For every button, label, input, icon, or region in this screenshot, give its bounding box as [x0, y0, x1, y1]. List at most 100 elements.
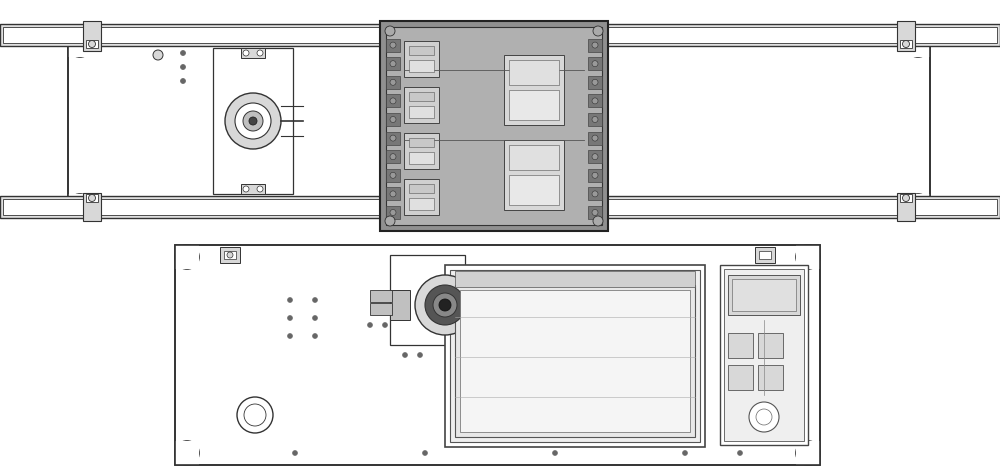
Bar	[386, 131, 400, 145]
Circle shape	[906, 194, 930, 218]
Circle shape	[552, 450, 558, 455]
Bar	[409, 106, 434, 118]
Circle shape	[385, 216, 395, 226]
Bar	[897, 193, 915, 221]
Bar	[220, 247, 240, 263]
Bar	[386, 76, 400, 89]
Bar	[68, 33, 92, 57]
Circle shape	[153, 50, 163, 60]
Circle shape	[237, 397, 273, 433]
Bar	[409, 46, 434, 55]
Circle shape	[906, 33, 930, 57]
Bar	[588, 131, 602, 145]
Circle shape	[738, 450, 742, 455]
Circle shape	[227, 252, 233, 258]
Circle shape	[288, 333, 292, 339]
Bar	[588, 95, 602, 107]
Bar	[386, 95, 400, 107]
Circle shape	[68, 33, 92, 57]
Bar	[3, 27, 997, 43]
Circle shape	[257, 186, 263, 192]
Bar	[380, 21, 608, 231]
Circle shape	[230, 64, 236, 70]
Bar	[0, 24, 1000, 46]
Circle shape	[592, 154, 598, 160]
Bar	[175, 245, 820, 465]
Circle shape	[88, 41, 96, 47]
Circle shape	[592, 98, 598, 104]
Bar	[404, 41, 439, 77]
Circle shape	[390, 61, 396, 67]
Bar	[720, 265, 808, 445]
Bar	[386, 187, 400, 201]
Circle shape	[796, 245, 820, 269]
Bar	[728, 333, 753, 358]
Circle shape	[288, 315, 292, 321]
Bar	[386, 150, 400, 163]
Bar	[404, 133, 439, 169]
Bar	[728, 275, 800, 315]
Bar	[900, 194, 912, 202]
Bar	[755, 247, 775, 263]
Circle shape	[180, 64, 186, 70]
Bar	[386, 27, 602, 225]
Bar	[409, 138, 434, 147]
Bar	[796, 441, 820, 465]
Bar	[175, 245, 199, 269]
Bar	[390, 290, 410, 320]
Bar	[386, 169, 400, 182]
Circle shape	[592, 210, 598, 216]
Circle shape	[230, 79, 236, 84]
Circle shape	[749, 402, 779, 432]
Bar	[758, 333, 783, 358]
Bar	[450, 270, 700, 442]
Bar	[404, 179, 439, 215]
Bar	[224, 251, 236, 259]
Circle shape	[235, 103, 271, 139]
Bar	[68, 33, 930, 218]
Bar	[86, 40, 98, 48]
Bar	[409, 92, 434, 101]
Bar	[386, 113, 400, 126]
Bar	[900, 40, 912, 48]
Bar	[370, 290, 392, 302]
Circle shape	[312, 333, 318, 339]
Circle shape	[249, 117, 257, 125]
Bar	[390, 255, 465, 345]
Bar	[758, 365, 783, 390]
Bar	[175, 441, 199, 465]
Circle shape	[425, 285, 465, 325]
Circle shape	[180, 51, 186, 55]
Circle shape	[390, 98, 396, 104]
Circle shape	[390, 210, 396, 216]
Bar	[68, 33, 930, 218]
Bar	[906, 33, 930, 57]
Bar	[509, 175, 559, 205]
Circle shape	[418, 352, 422, 358]
Circle shape	[796, 441, 820, 465]
Circle shape	[592, 172, 598, 178]
Circle shape	[385, 26, 395, 36]
Bar	[213, 48, 293, 194]
Bar	[241, 48, 265, 58]
Bar	[732, 279, 796, 311]
Bar	[588, 150, 602, 163]
Bar	[86, 194, 98, 202]
Circle shape	[243, 186, 249, 192]
Bar	[455, 285, 695, 437]
Bar	[386, 39, 400, 52]
Circle shape	[390, 191, 396, 197]
Circle shape	[593, 216, 603, 226]
Bar	[370, 303, 392, 315]
Circle shape	[592, 135, 598, 141]
Bar	[386, 57, 400, 70]
Bar	[409, 152, 434, 164]
Circle shape	[592, 116, 598, 123]
Circle shape	[243, 50, 249, 56]
Circle shape	[68, 194, 92, 218]
Bar	[796, 245, 820, 269]
Circle shape	[288, 298, 292, 303]
Bar	[445, 265, 705, 447]
Circle shape	[592, 191, 598, 197]
Bar	[455, 271, 695, 287]
